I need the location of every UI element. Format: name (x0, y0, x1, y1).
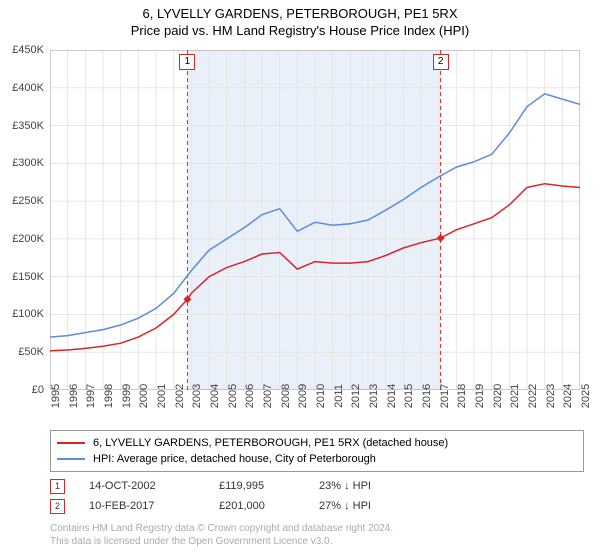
footer: Contains HM Land Registry data © Crown c… (50, 522, 393, 548)
x-tick-label: 2017 (439, 384, 451, 408)
table-pct-2: 27% ↓ HPI (319, 500, 419, 512)
y-tick-label: £100K (12, 308, 44, 320)
legend-row-hpi: HPI: Average price, detached house, City… (57, 451, 577, 467)
x-tick-label: 2005 (227, 384, 239, 408)
y-tick-label: £50K (18, 346, 44, 358)
x-tick-label: 2014 (386, 384, 398, 408)
table-marker-2: 2 (50, 499, 65, 514)
x-tick-label: 1995 (50, 384, 62, 408)
table-marker-1: 1 (50, 479, 65, 494)
x-tick-label: 2007 (262, 384, 274, 408)
x-tick-label: 2022 (527, 384, 539, 408)
plot-svg (50, 50, 580, 390)
table-date-2: 10-FEB-2017 (89, 500, 219, 512)
x-tick-label: 2023 (545, 384, 557, 408)
x-tick-label: 2020 (492, 384, 504, 408)
table-date-1: 14-OCT-2002 (89, 480, 219, 492)
x-tick-label: 1998 (103, 384, 115, 408)
title-block: 6, LYVELLY GARDENS, PETERBOROUGH, PE1 5R… (0, 0, 600, 38)
y-tick-label: £450K (12, 44, 44, 56)
x-tick-label: 2019 (474, 384, 486, 408)
x-tick-label: 2000 (138, 384, 150, 408)
legend-label-hpi: HPI: Average price, detached house, City… (93, 453, 376, 465)
table-price-2: £201,000 (219, 500, 319, 512)
y-tick-label: £350K (12, 120, 44, 132)
table-row: 1 14-OCT-2002 £119,995 23% ↓ HPI (50, 476, 419, 496)
chart-container: 6, LYVELLY GARDENS, PETERBOROUGH, PE1 5R… (0, 0, 600, 560)
x-tick-label: 2009 (297, 384, 309, 408)
x-tick-label: 2001 (156, 384, 168, 408)
x-tick-label: 2024 (562, 384, 574, 408)
x-tick-label: 2015 (403, 384, 415, 408)
legend-swatch-hpi (57, 458, 85, 460)
table-pct-1: 23% ↓ HPI (319, 480, 419, 492)
x-tick-label: 2021 (509, 384, 521, 408)
table-price-1: £119,995 (219, 480, 319, 492)
x-tick-label: 2002 (174, 384, 186, 408)
x-tick-label: 2018 (456, 384, 468, 408)
legend-label-property: 6, LYVELLY GARDENS, PETERBOROUGH, PE1 5R… (93, 437, 448, 449)
legend-swatch-property (57, 442, 85, 444)
chart-marker-2: 2 (433, 54, 449, 70)
legend: 6, LYVELLY GARDENS, PETERBOROUGH, PE1 5R… (50, 430, 584, 472)
footer-line1: Contains HM Land Registry data © Crown c… (50, 522, 393, 535)
x-tick-label: 2003 (191, 384, 203, 408)
y-tick-label: £250K (12, 195, 44, 207)
x-tick-label: 2010 (315, 384, 327, 408)
y-tick-label: £300K (12, 157, 44, 169)
y-tick-label: £200K (12, 233, 44, 245)
y-tick-label: £400K (12, 82, 44, 94)
title-line2: Price paid vs. HM Land Registry's House … (0, 23, 600, 38)
x-tick-label: 2011 (333, 384, 345, 408)
x-tick-label: 2004 (209, 384, 221, 408)
chart-marker-1: 1 (179, 54, 195, 70)
x-tick-label: 1999 (121, 384, 133, 408)
x-tick-label: 1997 (85, 384, 97, 408)
x-tick-label: 2006 (244, 384, 256, 408)
x-tick-label: 2012 (350, 384, 362, 408)
x-tick-label: 1996 (68, 384, 80, 408)
chart-area: £0£50K£100K£150K£200K£250K£300K£350K£400… (50, 50, 580, 390)
x-tick-label: 2008 (280, 384, 292, 408)
table-row: 2 10-FEB-2017 £201,000 27% ↓ HPI (50, 496, 419, 516)
y-tick-label: £0 (32, 384, 44, 396)
title-line1: 6, LYVELLY GARDENS, PETERBOROUGH, PE1 5R… (0, 6, 600, 21)
x-tick-label: 2013 (368, 384, 380, 408)
sales-table: 1 14-OCT-2002 £119,995 23% ↓ HPI 2 10-FE… (50, 476, 419, 516)
x-tick-label: 2025 (580, 384, 592, 408)
footer-line2: This data is licensed under the Open Gov… (50, 535, 393, 548)
x-tick-label: 2016 (421, 384, 433, 408)
legend-row-property: 6, LYVELLY GARDENS, PETERBOROUGH, PE1 5R… (57, 435, 577, 451)
y-tick-label: £150K (12, 271, 44, 283)
